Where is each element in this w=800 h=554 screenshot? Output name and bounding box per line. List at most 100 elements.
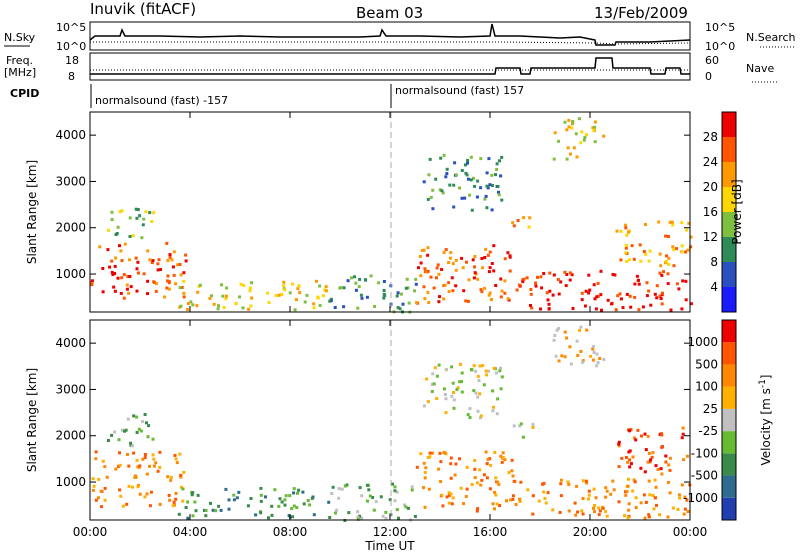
scatter-cell <box>234 302 238 306</box>
scatter-cell <box>108 265 112 269</box>
scatter-cell <box>316 295 320 299</box>
y-tick-label: 4000 <box>55 128 86 142</box>
scatter-cell <box>443 393 447 396</box>
scatter-cell <box>153 281 156 284</box>
colorbar-tick-label: 8 <box>710 255 718 269</box>
scatter-cell <box>113 289 117 293</box>
scatter-cell <box>324 289 328 293</box>
scatter-cell <box>625 260 629 263</box>
scatter-cell <box>624 244 628 247</box>
scatter-cell <box>142 272 146 276</box>
scatter-cell <box>571 120 575 123</box>
scatter-cell <box>553 334 557 337</box>
scatter-cell <box>629 305 633 309</box>
scatter-cell <box>465 487 469 491</box>
scatter-cell <box>451 262 455 266</box>
scatter-cell <box>110 271 114 274</box>
scatter-cell <box>542 272 546 275</box>
scatter-cell <box>413 515 417 518</box>
scatter-cell <box>552 338 556 342</box>
scatter-cell <box>166 279 169 283</box>
scatter-cell <box>539 275 543 279</box>
colorbar-segment <box>722 287 736 312</box>
scatter-cell <box>158 502 162 506</box>
scatter-cell <box>589 354 593 358</box>
scatter-cell <box>449 456 453 460</box>
scatter-cell <box>437 363 441 367</box>
scatter-cell <box>134 475 138 479</box>
scatter-cell <box>214 509 218 513</box>
scatter-cell <box>176 263 180 267</box>
scatter-cell <box>485 476 489 480</box>
scatter-cell <box>483 256 487 259</box>
scatter-cell <box>518 497 522 501</box>
scatter-cell <box>410 488 414 492</box>
scatter-cell <box>487 157 491 161</box>
scatter-cell <box>382 289 386 292</box>
scatter-cell <box>438 295 441 299</box>
scatter-cell <box>612 488 616 492</box>
scatter-cell <box>283 498 287 502</box>
scatter-cell <box>471 258 475 262</box>
scatter-cell <box>499 174 503 178</box>
scatter-cell <box>139 429 143 433</box>
scatter-cell <box>94 457 98 461</box>
scatter-cell <box>559 280 563 284</box>
scatter-cell <box>675 247 678 251</box>
scatter-cell <box>547 307 551 311</box>
power-panel: 1000 2000 3000 4000 Slant Range [km] 4 8 12 16… <box>25 111 744 314</box>
scatter-cell <box>584 289 588 293</box>
scatter-cell <box>209 501 212 505</box>
scatter-cell <box>477 379 481 383</box>
velocity-y-label: Slant Range [km] <box>25 368 39 472</box>
scatter-cell <box>654 485 658 489</box>
scatter-cell <box>489 463 493 467</box>
scatter-cell <box>488 266 492 270</box>
scatter-cell <box>592 283 596 287</box>
scatter-cell <box>121 504 125 508</box>
y-tick-label: 4000 <box>55 336 86 350</box>
scatter-cell <box>485 184 489 188</box>
scatter-cell <box>356 510 360 514</box>
scatter-cell <box>546 298 550 302</box>
scatter-cell <box>542 481 546 485</box>
scatter-cell <box>559 482 563 486</box>
scatter-cell <box>588 288 592 292</box>
scatter-cell <box>604 486 608 490</box>
scatter-cell <box>324 285 328 289</box>
scatter-cell <box>427 487 431 491</box>
scatter-cell <box>373 305 377 308</box>
scatter-cell <box>424 466 428 470</box>
scatter-cell <box>120 259 124 263</box>
scatter-cell <box>204 514 208 518</box>
scatter-cell <box>427 173 431 177</box>
scatter-cell <box>169 478 173 482</box>
x-tick-label: 12:00 <box>373 525 408 539</box>
scatter-cell <box>531 426 535 429</box>
scatter-cell <box>410 485 414 489</box>
colorbar-tick-label: 28 <box>703 130 718 144</box>
scatter-cell <box>224 487 228 491</box>
scatter-cell <box>637 308 641 312</box>
scatter-cell <box>499 454 503 458</box>
scatter-cell <box>640 434 643 438</box>
scatter-cell <box>584 479 588 483</box>
scatter-cell <box>434 177 438 181</box>
scatter-cell <box>136 271 140 275</box>
scatter-cell <box>500 375 504 379</box>
scatter-cell <box>545 291 549 295</box>
scatter-cell <box>193 500 197 504</box>
scatter-cell <box>101 459 105 463</box>
scatter-cell <box>482 473 486 477</box>
scatter-cell <box>136 465 140 469</box>
colorbar-segment <box>722 475 736 498</box>
scatter-cell <box>660 445 664 449</box>
scatter-cell <box>360 516 364 520</box>
scatter-cell <box>492 366 496 370</box>
scatter-cell <box>447 261 451 264</box>
cpid-segment-2: normalsound (fast) 157 <box>395 84 524 97</box>
scatter-cell <box>422 486 425 490</box>
scatter-cell <box>136 485 140 489</box>
scatter-cell <box>242 284 246 287</box>
scatter-cell <box>156 469 160 473</box>
